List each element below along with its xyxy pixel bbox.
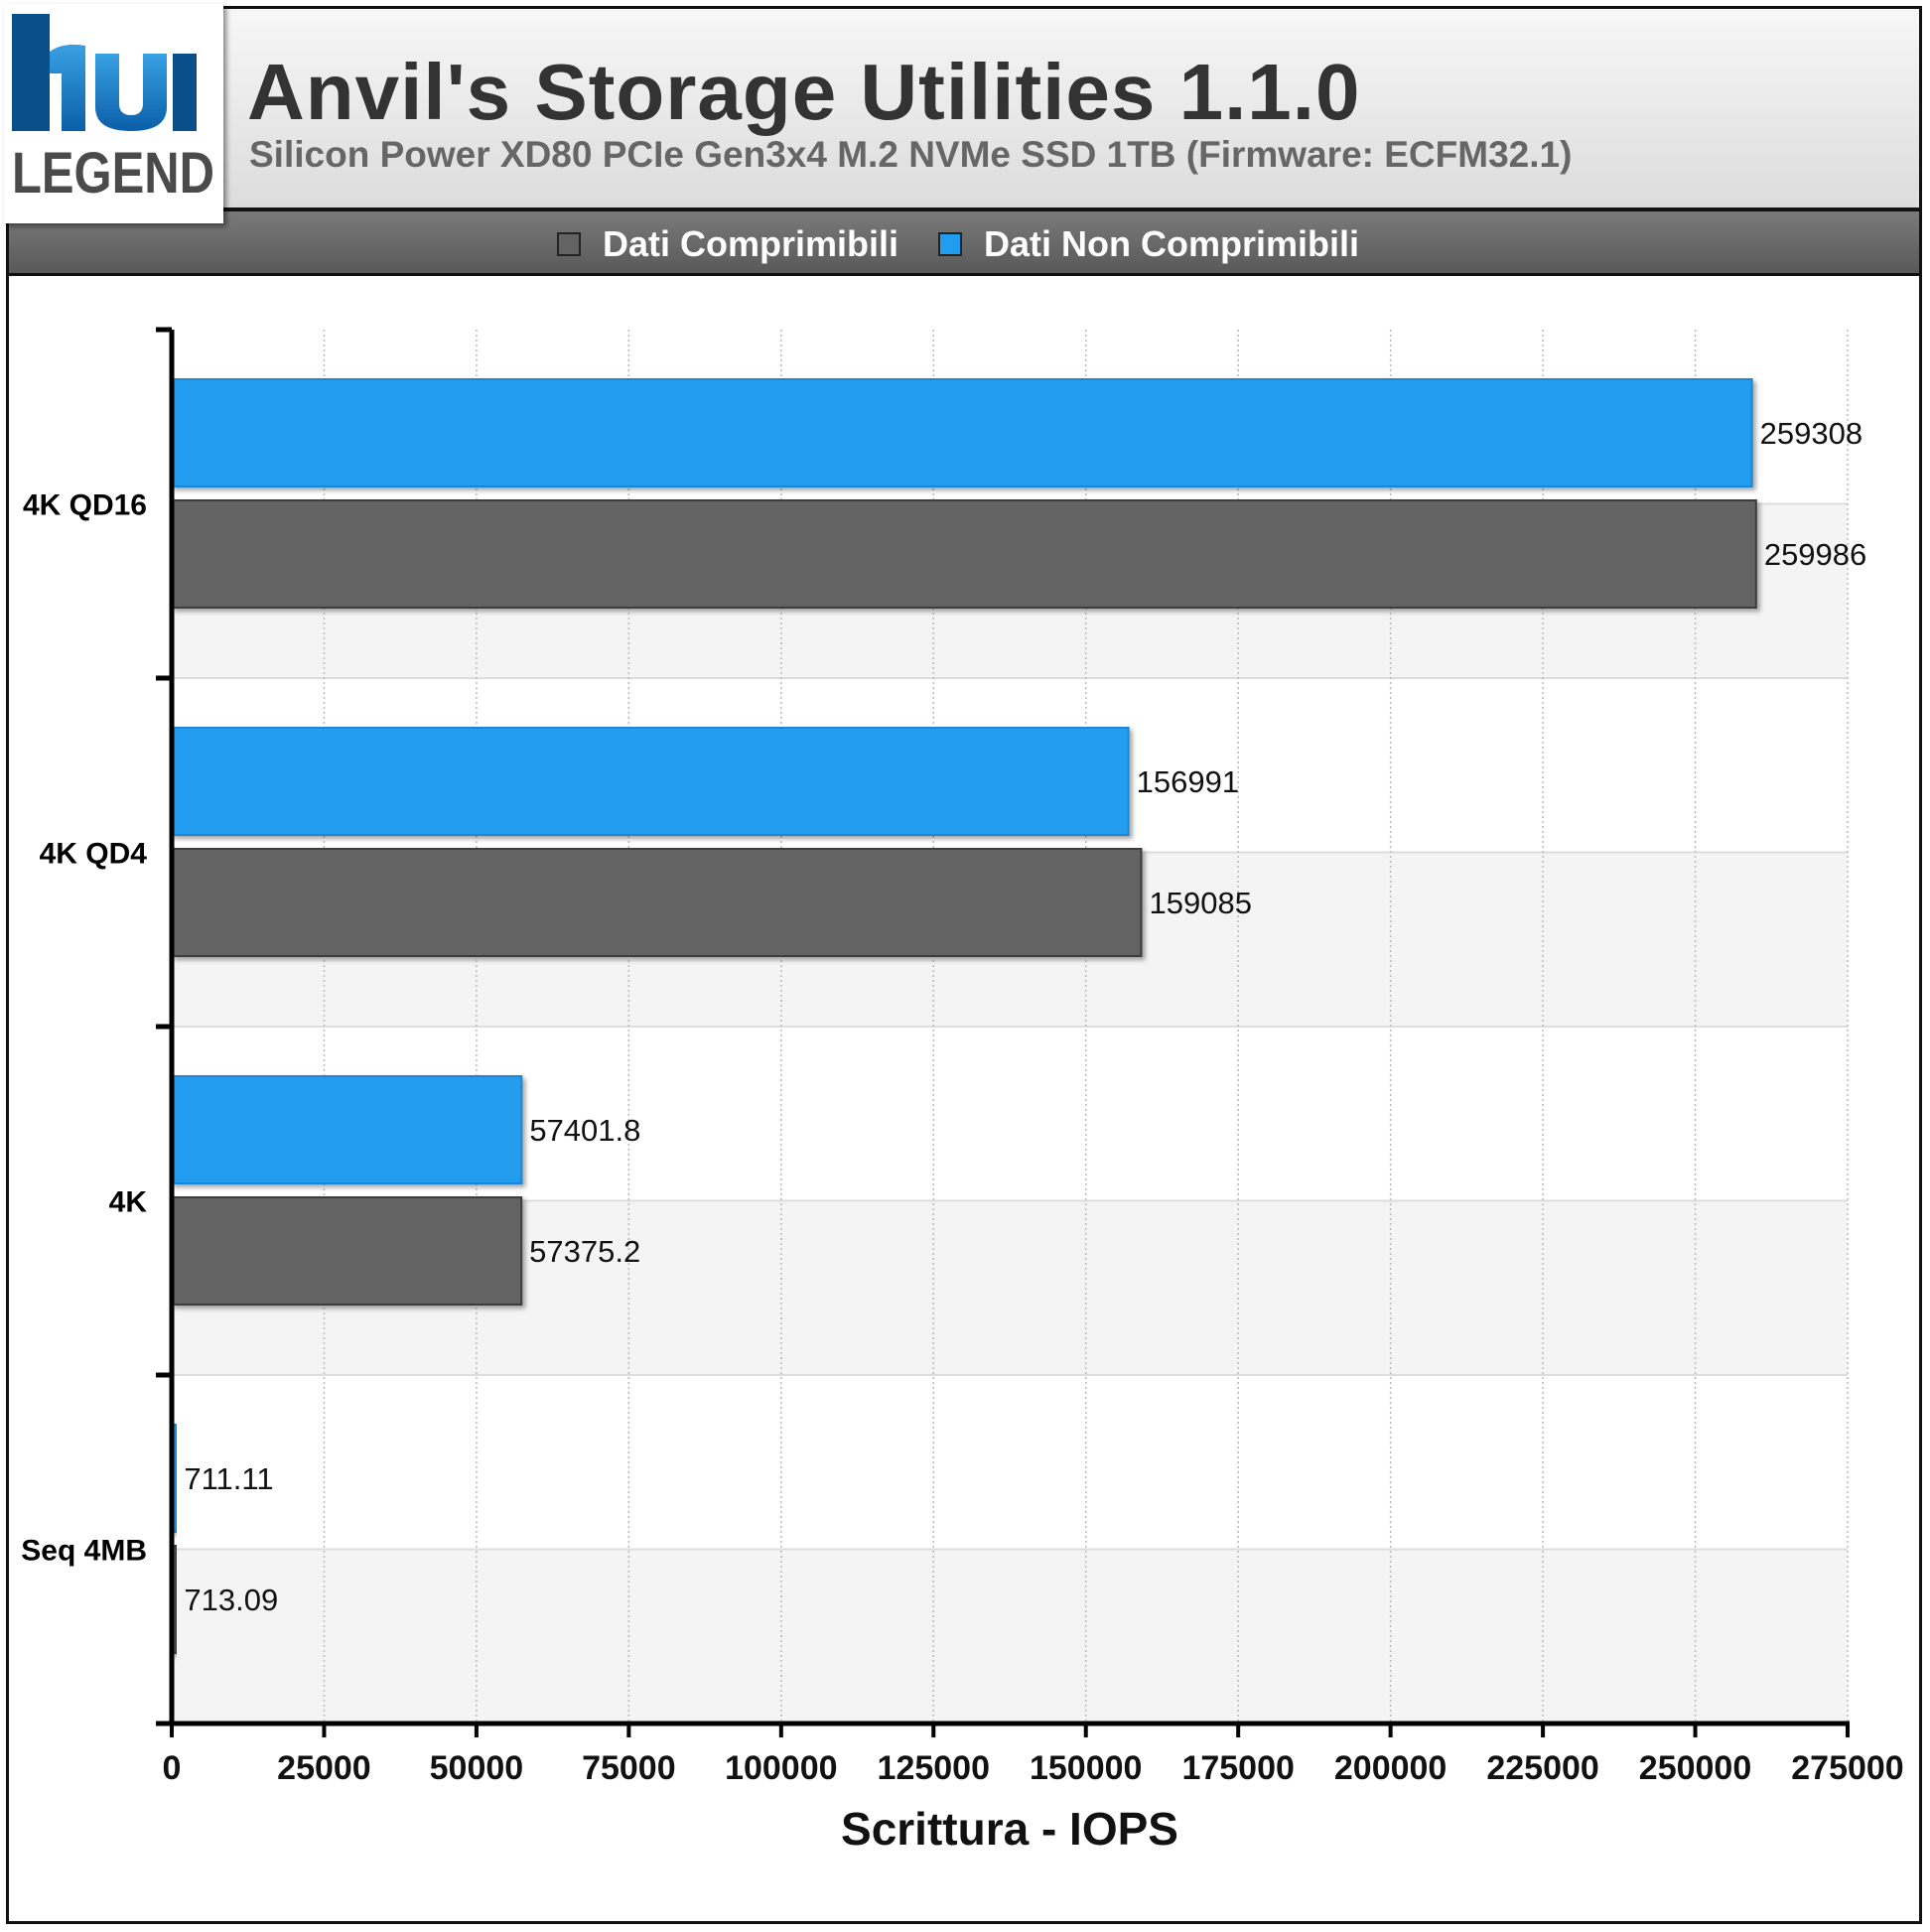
- x-tick-label: 25000: [277, 1749, 371, 1787]
- chart-subtitle: Silicon Power XD80 PCIe Gen3x4 M.2 NVMe …: [249, 134, 1573, 175]
- bar-non-compressible: [171, 727, 1130, 836]
- x-tick-label: 200000: [1334, 1749, 1447, 1787]
- x-tick-label: 0: [163, 1749, 182, 1787]
- x-tick-label: 125000: [878, 1749, 990, 1787]
- value-label-non-compressible: 259308: [1760, 416, 1862, 451]
- chart-header: Anvil's Storage Utilities 1.1.0 Silicon …: [6, 6, 1922, 210]
- legend-item-non-compressible: Dati Non Comprimibili: [938, 223, 1359, 264]
- value-label-non-compressible: 156991: [1137, 764, 1239, 799]
- hwlegend-logo: LEGEND: [4, 4, 223, 223]
- category-label: 4K: [109, 1186, 148, 1219]
- chart-title: Anvil's Storage Utilities 1.1.0: [247, 48, 1361, 136]
- bar-compressible: [171, 1196, 523, 1306]
- legend-swatch-non-compressible: [938, 232, 962, 256]
- value-label-compressible: 259986: [1764, 537, 1866, 572]
- value-label-compressible: 159085: [1149, 886, 1251, 920]
- category-label: Seq 4MB: [21, 1535, 147, 1568]
- legend-label-compressible: Dati Comprimibili: [603, 223, 899, 264]
- bar-non-compressible: [171, 1075, 523, 1184]
- bar-non-compressible: [171, 378, 1753, 487]
- legend-item-compressible: Dati Comprimibili: [557, 223, 899, 264]
- logo-graphic: LEGEND: [12, 14, 214, 206]
- x-tick-label: 250000: [1639, 1749, 1751, 1787]
- x-tick-label: 100000: [725, 1749, 837, 1787]
- x-tick-label: 75000: [582, 1749, 676, 1787]
- legend-swatch-compressible: [557, 232, 581, 256]
- x-tick-label: 225000: [1486, 1749, 1598, 1787]
- x-tick-label: 50000: [430, 1749, 524, 1787]
- x-axis-title: Scrittura - IOPS: [841, 1803, 1178, 1855]
- value-label-compressible: 713.09: [184, 1583, 278, 1617]
- legend: Dati Comprimibili Dati Non Comprimibili: [6, 208, 1922, 276]
- logo-text: LEGEND: [12, 141, 214, 206]
- value-label-compressible: 57375.2: [529, 1234, 640, 1269]
- value-label-non-compressible: 57401.8: [529, 1113, 640, 1148]
- category-label: 4K QD16: [23, 489, 147, 522]
- x-tick-label: 175000: [1181, 1749, 1294, 1787]
- value-label-non-compressible: 711.11: [184, 1461, 273, 1496]
- bar-compressible: [171, 848, 1143, 957]
- category-label: 4K QD4: [40, 838, 148, 871]
- legend-label-non-compressible: Dati Non Comprimibili: [984, 223, 1359, 264]
- x-tick-label: 150000: [1030, 1749, 1142, 1787]
- x-tick-label: 275000: [1791, 1749, 1903, 1787]
- plot-band: [172, 1549, 1848, 1724]
- bar-compressible: [171, 499, 1757, 609]
